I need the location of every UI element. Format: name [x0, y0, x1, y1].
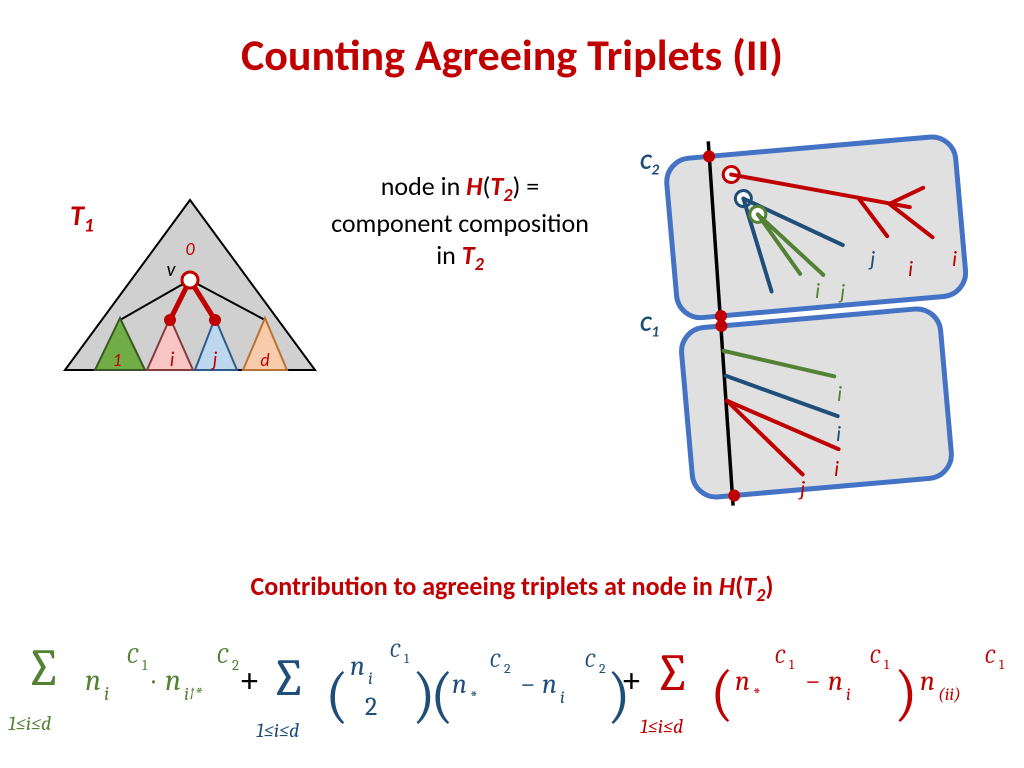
svg-text:(: ( [325, 659, 349, 731]
svg-text:∑: ∑ [25, 638, 62, 698]
branch-label: j [840, 278, 845, 305]
svg-text:1: 1 [404, 650, 410, 667]
svg-text:1: 1 [112, 349, 121, 371]
component-diagram [640, 130, 1000, 530]
svg-text:C: C [390, 639, 401, 662]
svg-text:n: n [735, 665, 750, 697]
svg-text:2: 2 [365, 692, 377, 722]
branch-label: i [837, 380, 842, 407]
svg-text:*: * [470, 687, 478, 708]
svg-text:n: n [452, 668, 467, 700]
svg-text:−: − [805, 665, 821, 697]
svg-text:C: C [585, 649, 596, 672]
svg-text:+: + [241, 661, 258, 702]
branch-label: i [908, 255, 913, 282]
svg-text:n: n [85, 663, 101, 698]
svg-text:(: ( [430, 659, 454, 731]
svg-text:1≤i≤d: 1≤i≤d [8, 712, 51, 735]
svg-text:n: n [350, 650, 365, 682]
svg-text:∑: ∑ [654, 643, 691, 703]
svg-text:v: v [167, 258, 177, 282]
svg-text:−: − [520, 668, 536, 700]
svg-text:i: i [846, 684, 851, 705]
svg-text:C: C [127, 643, 139, 669]
svg-text:0: 0 [185, 238, 195, 260]
svg-text:2: 2 [504, 660, 511, 677]
svg-text:i: i [368, 668, 373, 689]
svg-text:∑: ∑ [270, 648, 307, 708]
svg-text:i↑*: i↑* [184, 683, 203, 705]
branch-label: i [836, 420, 841, 447]
svg-text:C: C [490, 649, 501, 672]
svg-text:C: C [985, 645, 996, 668]
contribution-heading: Contribution to agreeing triplets at nod… [0, 570, 1024, 606]
svg-text:n: n [542, 668, 557, 700]
svg-text:·: · [152, 665, 155, 697]
svg-text:*: * [753, 684, 761, 705]
svg-text:(ii): (ii) [938, 684, 961, 705]
svg-text:1: 1 [884, 656, 890, 673]
svg-text:n: n [828, 665, 843, 697]
svg-text:(: ( [710, 657, 734, 729]
branch-label: i [834, 455, 839, 482]
svg-text:1: 1 [789, 656, 795, 673]
svg-text:C: C [775, 645, 786, 668]
branch-label: j [870, 245, 875, 272]
branch-label: i [952, 245, 957, 272]
svg-text:2: 2 [599, 660, 606, 677]
svg-text:1≤i≤d: 1≤i≤d [640, 715, 683, 738]
svg-text:n: n [920, 665, 935, 697]
svg-text:d: d [260, 349, 269, 371]
svg-text:C: C [870, 645, 881, 668]
svg-text:i: i [170, 348, 175, 372]
svg-text:+: + [623, 661, 640, 702]
branch-label: i [815, 277, 820, 304]
svg-text:): ) [894, 657, 918, 729]
caption-text: node in H(T2) = component composition in… [330, 170, 590, 276]
svg-text:j: j [211, 348, 218, 372]
formula: ∑ 1≤i≤d n i C 1 · n i↑* C 2 + ∑ 1≤i≤d ( … [0, 615, 1024, 755]
svg-text:1: 1 [999, 656, 1005, 673]
branch-label: j [800, 475, 805, 502]
svg-text:2: 2 [232, 656, 239, 674]
svg-text:1≤i≤d: 1≤i≤d [256, 719, 299, 742]
svg-text:1: 1 [142, 656, 148, 674]
svg-text:n: n [165, 663, 181, 698]
left-tree-diagram: 0 v 1 i j d [55, 190, 325, 390]
svg-text:C: C [217, 643, 229, 669]
svg-text:i: i [104, 682, 109, 705]
page-title: Counting Agreeing Triplets (II) [0, 0, 1024, 82]
svg-text:i: i [560, 687, 565, 708]
